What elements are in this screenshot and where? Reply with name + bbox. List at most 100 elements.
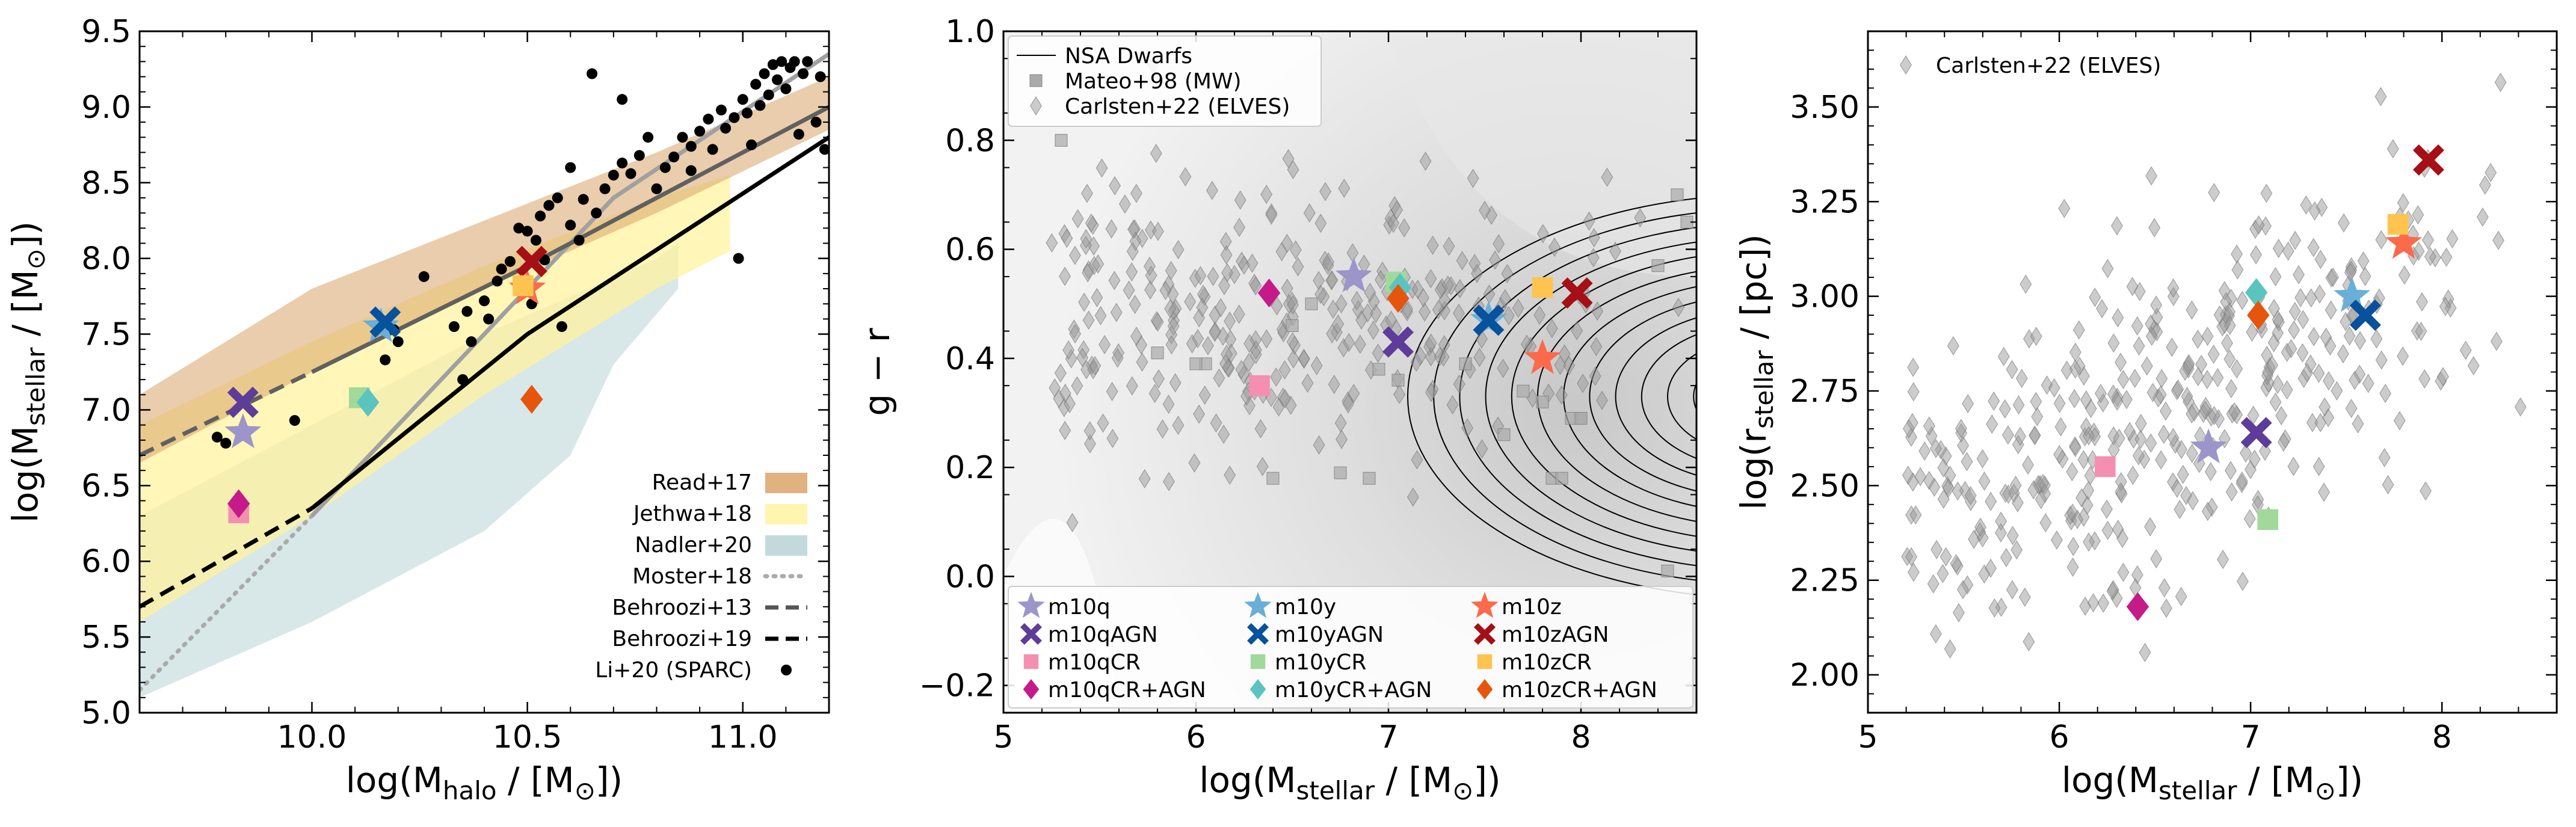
elves-point	[2058, 198, 2071, 218]
elves-point	[2485, 162, 2497, 183]
elves-point	[2146, 383, 2159, 402]
mateo98-point	[1459, 357, 1472, 370]
elves-point	[1270, 367, 1283, 387]
mateo98-point	[1497, 428, 1511, 441]
legend-label: m10qAGN	[1048, 623, 1158, 647]
elves-point	[2248, 449, 2261, 469]
elves-point	[1473, 348, 1486, 367]
elves-point	[1054, 363, 1067, 383]
elves-point	[2201, 502, 2214, 521]
elves-point	[2060, 360, 2073, 380]
elves-point	[2320, 327, 2332, 347]
elves-point	[2126, 277, 2139, 297]
li20-point	[457, 374, 469, 386]
elves-point	[2069, 359, 2081, 379]
elves-point	[2313, 457, 2325, 476]
elves-point	[1441, 275, 1454, 295]
elves-point	[1588, 228, 1600, 248]
y-axis-label: log(Mstellar / [M⊙])	[5, 221, 51, 523]
elves-point	[1968, 529, 1980, 549]
elves-point	[2287, 457, 2300, 476]
elves-point	[2009, 475, 2022, 496]
elves-point	[1080, 229, 1092, 248]
elves-point	[1109, 176, 1121, 195]
li20-point	[496, 263, 507, 275]
legend-label: m10qCR+AGN	[1048, 678, 1206, 702]
elves-point	[1123, 280, 1135, 300]
elves-point	[1165, 335, 1178, 355]
elves-point	[1314, 214, 1327, 233]
elves-point	[1130, 326, 1143, 346]
mateo98-point	[1286, 319, 1299, 332]
elves-point	[1609, 241, 1622, 261]
elves-point	[1224, 311, 1236, 331]
li20-point	[815, 71, 826, 82]
elves-point	[1085, 213, 1097, 233]
elves-point	[2186, 443, 2198, 463]
li20-point	[715, 104, 727, 115]
elves-point	[1278, 360, 1291, 380]
sim-marker-m10yCR	[2257, 509, 2279, 530]
elves-point	[1988, 391, 2000, 411]
legend-swatch	[1474, 623, 1496, 645]
elves-point	[1907, 382, 1920, 402]
elves-point	[2097, 593, 2110, 613]
y-tick-label: 0.6	[945, 232, 995, 268]
elves-point	[2494, 72, 2507, 92]
elves-point	[1587, 248, 1600, 268]
elves-point	[2492, 230, 2505, 250]
elves-point	[1243, 334, 1256, 354]
sim-marker-m10y	[2334, 277, 2371, 312]
elves-point	[1210, 413, 1222, 433]
elves-point	[2011, 493, 2024, 512]
mateo98-point	[1555, 472, 1568, 485]
elves-point	[1242, 352, 1255, 373]
elves-point	[2308, 201, 2321, 221]
li20-point	[720, 123, 732, 134]
elves-point	[1354, 334, 1366, 354]
elves-point	[2199, 401, 2211, 420]
li20-point	[754, 100, 766, 111]
elves-point	[2424, 247, 2436, 266]
sim-marker-m10yCRAGN	[2245, 278, 2268, 307]
elves-point	[1555, 385, 1568, 405]
elves-point	[1184, 292, 1197, 312]
elves-point	[2221, 333, 2234, 353]
elves-point	[2379, 383, 2392, 404]
elves-point	[2144, 517, 2157, 536]
elves-point	[2201, 369, 2213, 390]
sim-marker-m10qAGN	[1382, 326, 1414, 358]
elves-point	[2166, 337, 2178, 357]
nsa-contour	[1667, 352, 1696, 440]
legend-box	[1008, 35, 1322, 127]
elves-point	[2393, 411, 2406, 431]
elves-point	[1548, 237, 1561, 257]
legend-swatch	[1029, 96, 1043, 116]
x-axis-label: log(Mstellar / [M⊙])	[1199, 760, 1500, 805]
elves-point	[1425, 333, 1437, 353]
elves-point	[1348, 383, 1360, 404]
elves-point	[2089, 287, 2101, 307]
elves-point	[1928, 477, 1941, 497]
elves-point	[1426, 235, 1439, 255]
x-axis-label: log(Mstellar / [M⊙])	[2062, 760, 2363, 805]
elves-point	[1955, 419, 1967, 438]
legend-label: Mateo+98 (MW)	[1065, 69, 1242, 94]
elves-point	[2353, 331, 2366, 351]
elves-point	[1201, 336, 1214, 355]
legend-swatch	[1023, 654, 1039, 669]
elves-point	[2446, 229, 2459, 249]
elves-point	[1301, 373, 1314, 393]
nsa-contour	[1641, 334, 1696, 460]
elves-point	[2397, 192, 2409, 213]
elves-point	[2331, 381, 2343, 401]
li20-point	[220, 437, 232, 449]
elves-point	[2349, 370, 2361, 390]
elves-point	[2418, 369, 2431, 389]
elves-point	[1393, 384, 1406, 404]
elves-point	[1453, 374, 1465, 394]
elves-point	[2112, 308, 2124, 328]
elves-point	[2370, 329, 2383, 349]
nsa-contour	[1511, 256, 1696, 537]
li20-point	[759, 68, 770, 79]
